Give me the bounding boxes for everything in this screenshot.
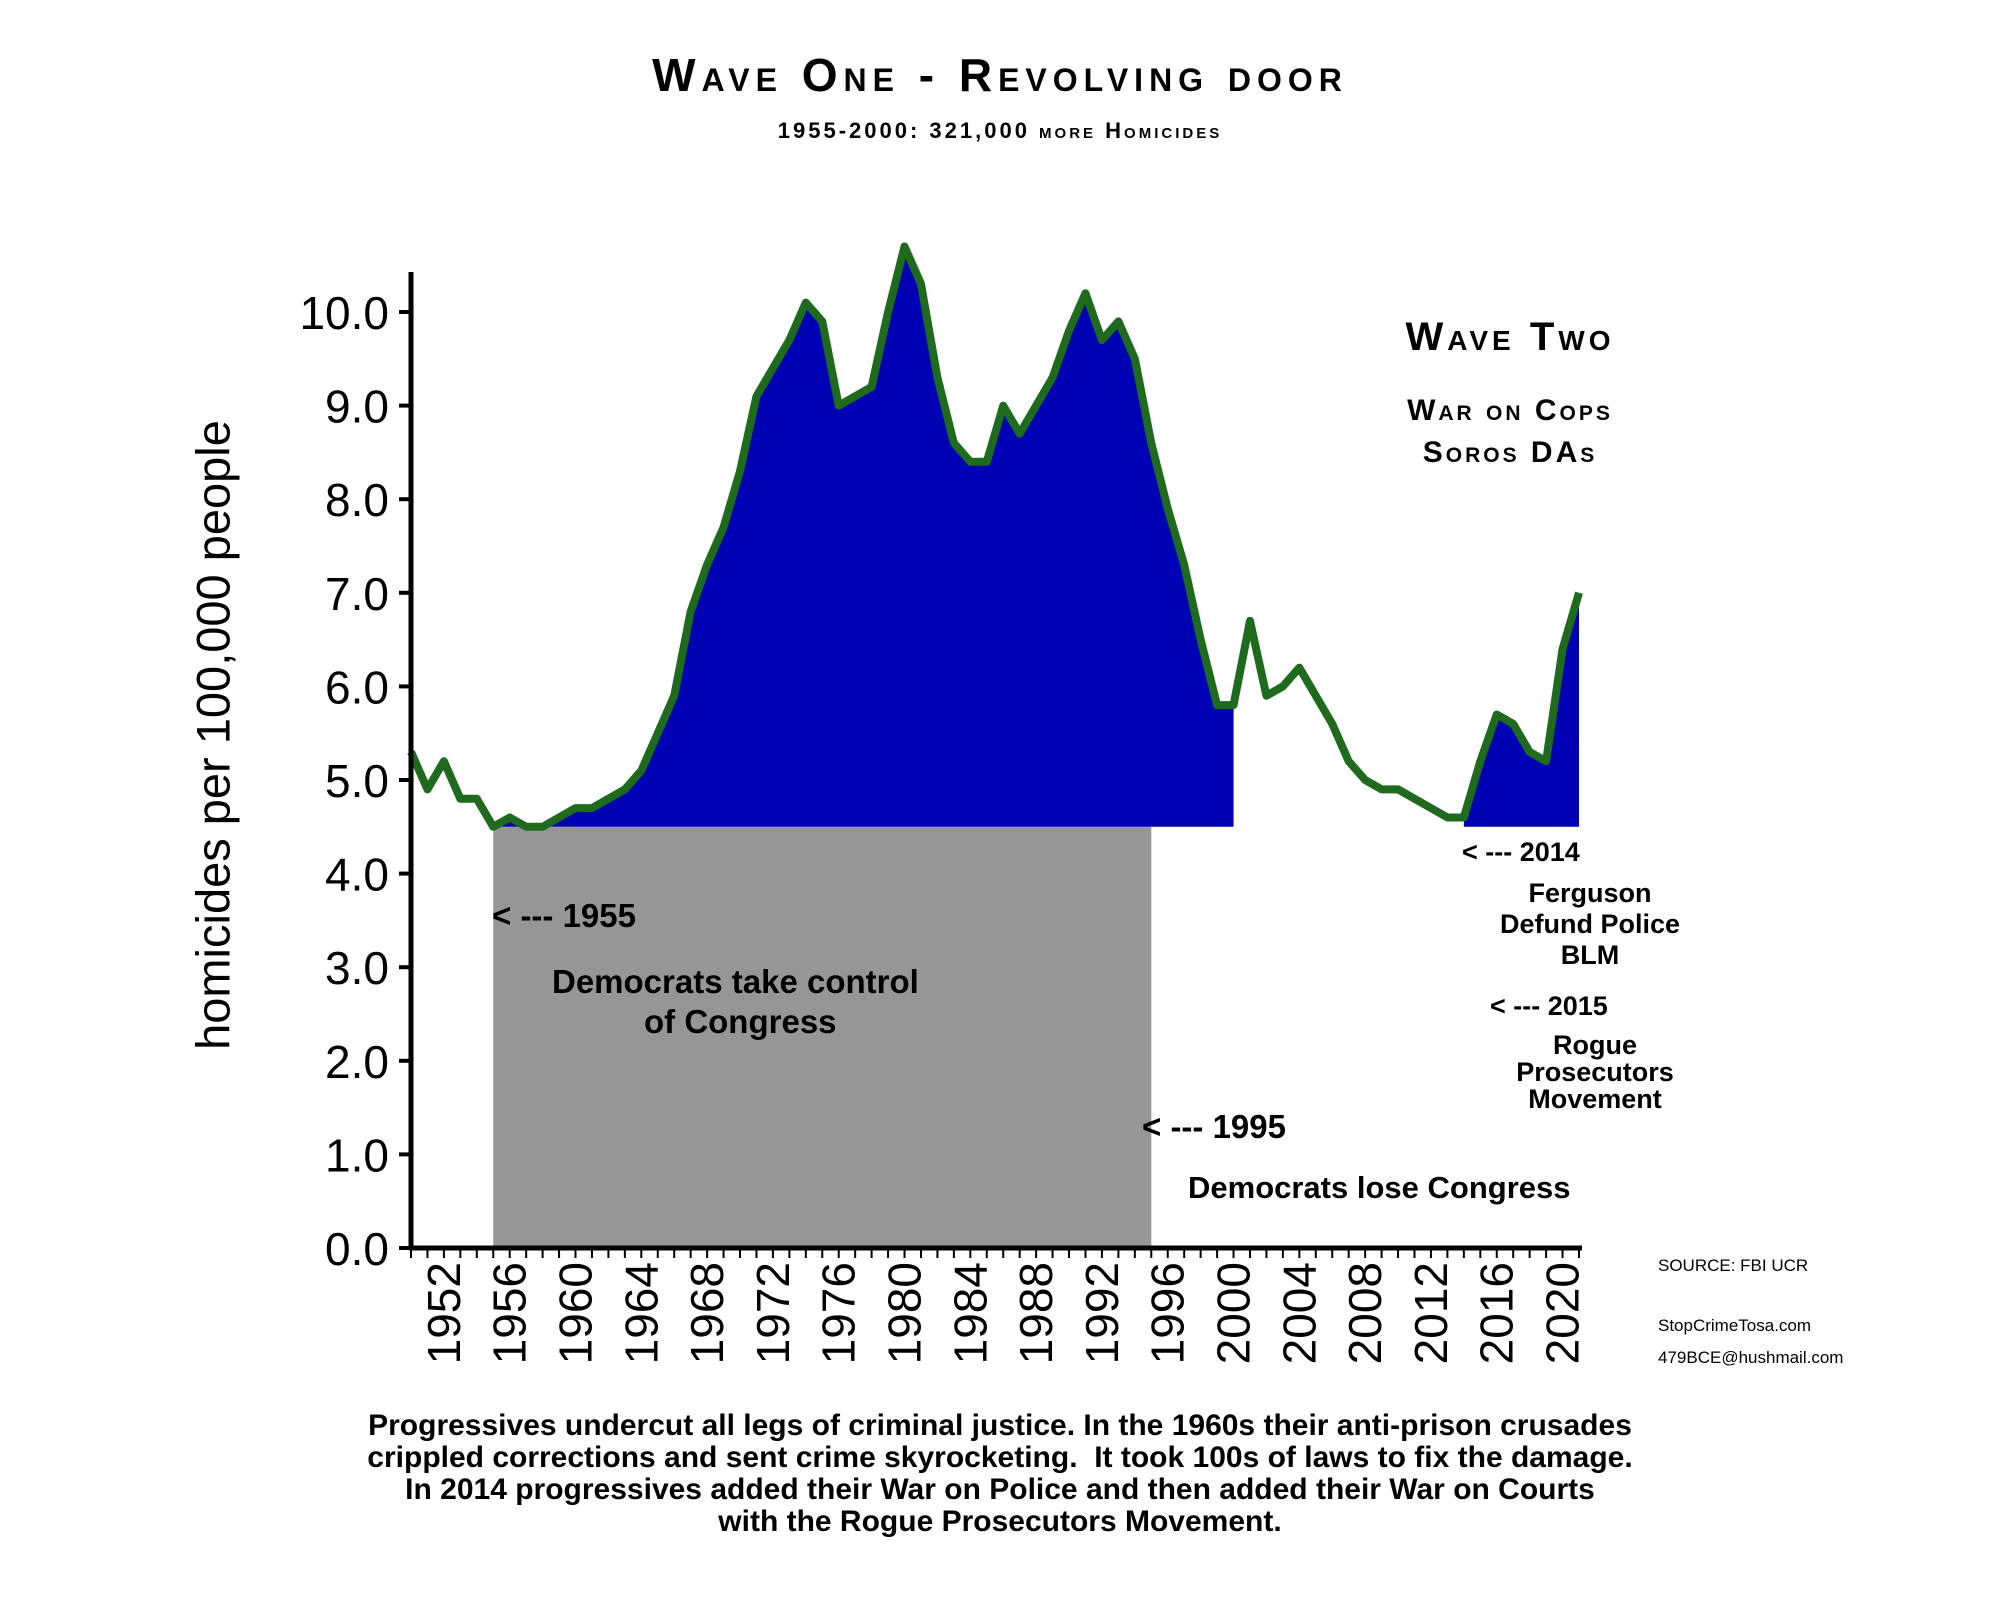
x-tick-label: 1976 — [813, 1262, 865, 1364]
annotation-1995: < --- 1995 — [1142, 1108, 1286, 1145]
annotation-rogue: Rogue Prosecutors Movement — [1445, 1032, 1745, 1113]
y-tick-label: 7.0 — [325, 568, 389, 620]
rogue-line-1: Rogue — [1553, 1030, 1637, 1060]
ferguson-line-1: Ferguson — [1528, 878, 1652, 908]
caption-line-3: In 2014 progressives added their War on … — [405, 1473, 1595, 1506]
x-tick-label: 2016 — [1471, 1262, 1523, 1364]
wave-two-subtitle: War on Cops Soros DAs — [1300, 390, 1720, 474]
annotation-take-line-2: of Congress — [644, 1003, 837, 1040]
x-tick-label: 1980 — [879, 1262, 931, 1364]
annotation-democrats-lose: Democrats lose Congress — [1188, 1170, 1571, 1205]
caption-line-4: with the Rogue Prosecutors Movement. — [718, 1505, 1282, 1538]
area-fill-2 — [1463, 592, 1579, 827]
x-tick-label: 1952 — [418, 1262, 470, 1364]
y-tick-label: 5.0 — [325, 755, 389, 807]
chart-title: Wave One - Revolving door — [652, 49, 1348, 101]
y-tick-label: 4.0 — [325, 849, 389, 901]
y-tick-label: 6.0 — [325, 661, 389, 713]
site-url: StopCrimeTosa.com — [1658, 1316, 1812, 1335]
y-tick-label: 2.0 — [325, 1036, 389, 1088]
x-tick-label: 1984 — [944, 1262, 996, 1364]
y-tick-label: 1.0 — [325, 1129, 389, 1181]
annotation-ferguson: Ferguson Defund Police BLM — [1440, 878, 1740, 971]
x-tick-label: 1968 — [681, 1262, 733, 1364]
rogue-line-2: Prosecutors — [1516, 1057, 1674, 1087]
ferguson-line-3: BLM — [1560, 940, 1620, 970]
x-tick-label: 2004 — [1273, 1262, 1325, 1364]
chart-subtitle: 1955-2000: 321,000 more Homicides — [777, 118, 1223, 143]
x-tick-label: 1988 — [1010, 1262, 1062, 1364]
homicide-rate-line — [407, 242, 1583, 831]
annotation-take-line-1: Democrats take control — [552, 963, 919, 1000]
wave-two-line-2: Soros DAs — [1422, 436, 1598, 469]
x-tick-label: 1964 — [615, 1262, 667, 1364]
caption-line-2: crippled corrections and sent crime skyr… — [367, 1441, 1633, 1474]
axes: 0.0 1.0 2.0 3.0 4.0 5.0 6.0 7.0 8.0 9.0 10.0 1952 19… — [299, 272, 1589, 1364]
x-tick-label: 2020 — [1537, 1262, 1589, 1364]
y-tick-label: 8.0 — [325, 474, 389, 526]
x-tick-label: 2012 — [1405, 1262, 1457, 1364]
x-tick-label: 1996 — [1142, 1262, 1194, 1364]
y-tick-label: 0.0 — [325, 1223, 389, 1275]
x-tick-label: 2000 — [1208, 1262, 1260, 1364]
rogue-line-3: Movement — [1528, 1084, 1662, 1114]
annotation-democrats-take-control: Democrats take control of Congress — [552, 962, 919, 1042]
x-tick-label: 1992 — [1076, 1262, 1128, 1364]
y-tick-label: 10.0 — [299, 287, 389, 339]
annotation-2014: < --- 2014 — [1462, 837, 1580, 867]
shaded-region — [493, 826, 1152, 1248]
annotation-2015: < --- 2015 — [1490, 991, 1608, 1021]
caption-line-1: Progressives undercut all legs of crimin… — [368, 1409, 1632, 1442]
caption: Progressives undercut all legs of crimin… — [0, 1410, 2000, 1538]
wave-two-title: Wave Two — [1405, 315, 1615, 359]
x-tick-label: 1960 — [550, 1262, 602, 1364]
contact-email: 479BCE@hushmail.com — [1658, 1348, 1844, 1367]
source-note: SOURCE: FBI UCR — [1658, 1256, 1809, 1275]
x-tick-label: 1972 — [747, 1262, 799, 1364]
annotation-1955: < --- 1955 — [492, 897, 636, 934]
y-tick-label: 9.0 — [325, 381, 389, 433]
x-tick-label: 1956 — [484, 1262, 536, 1364]
y-tick-label: 3.0 — [325, 942, 389, 994]
wave-two-line-1: War on Cops — [1407, 394, 1613, 427]
ferguson-line-2: Defund Police — [1499, 909, 1681, 939]
x-tick-label: 2008 — [1339, 1262, 1391, 1364]
